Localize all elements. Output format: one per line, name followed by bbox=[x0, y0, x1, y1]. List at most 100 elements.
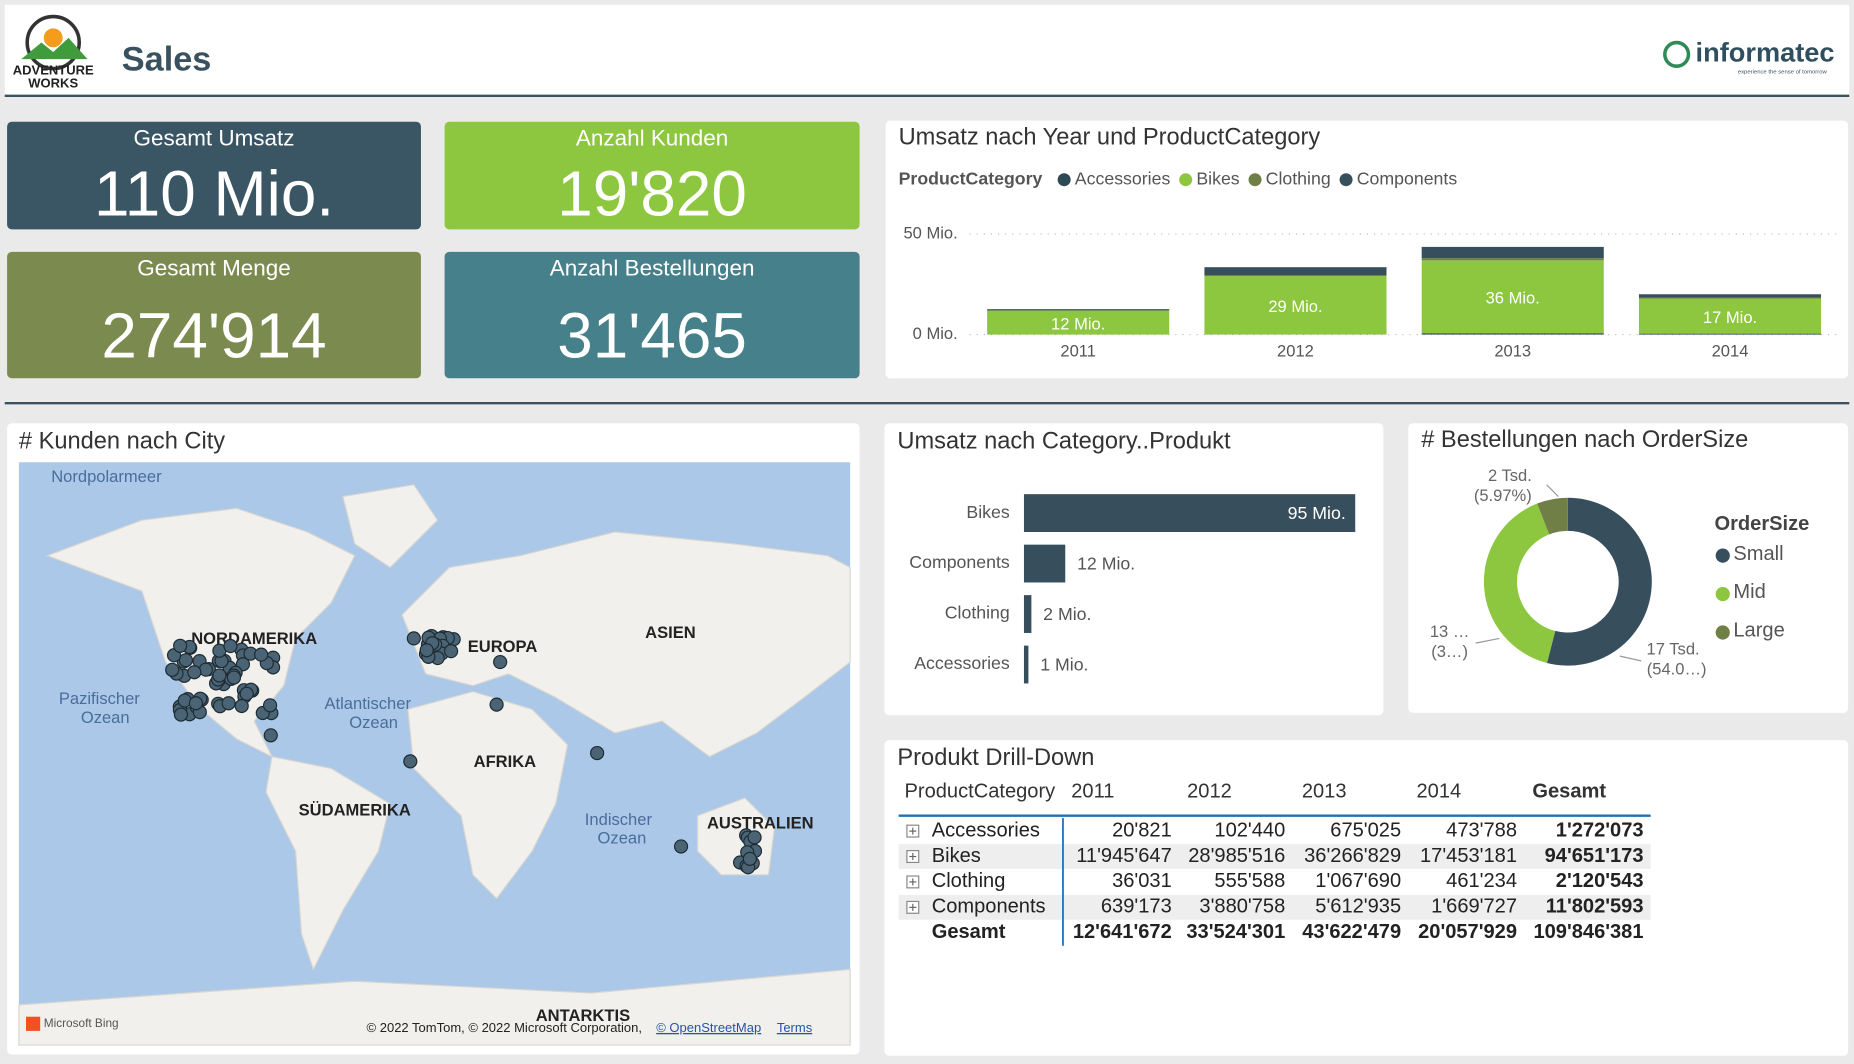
table-total: 43'622'479 bbox=[1302, 921, 1401, 943]
kpi-value: 274'914 bbox=[101, 299, 326, 371]
customer-dot bbox=[188, 696, 203, 711]
continent bbox=[342, 484, 439, 569]
legend-label: Large bbox=[1733, 620, 1784, 642]
map: Nordpolarmeer NORDAMERIKA EUROPA ASIEN Pazif… bbox=[18, 462, 851, 1046]
column-header: 2014 bbox=[1417, 780, 1462, 802]
table-cell: 3'880'758 bbox=[1199, 896, 1285, 918]
column-header: 2011 bbox=[1071, 780, 1114, 802]
kpi-card bbox=[7, 251, 421, 379]
bar-segment bbox=[987, 310, 1170, 335]
legend-title: OrderSize bbox=[1714, 513, 1809, 535]
map-title: # Kunden nach City bbox=[19, 428, 225, 454]
legend-marker bbox=[1715, 586, 1730, 602]
kpi-card bbox=[444, 121, 860, 230]
customer-dot bbox=[590, 745, 605, 761]
column-header: Gesamt bbox=[1532, 780, 1606, 802]
leader-line bbox=[1475, 637, 1500, 644]
customer-dot bbox=[221, 696, 236, 711]
map-label: AFRIKA bbox=[474, 752, 537, 771]
header bbox=[4, 4, 1850, 96]
bar-segment bbox=[1638, 297, 1822, 299]
donut-slice bbox=[1483, 503, 1556, 663]
customer-dot bbox=[165, 662, 180, 677]
y-tick-label: Clothing bbox=[945, 603, 1010, 623]
customer-dot bbox=[226, 670, 242, 685]
table-total: 20'057'929 bbox=[1418, 921, 1517, 943]
table-cell: 36'266'829 bbox=[1304, 845, 1401, 867]
kpi-label: Anzahl Bestellungen bbox=[550, 255, 755, 280]
customer-dot bbox=[234, 698, 249, 714]
legend-marker bbox=[1248, 173, 1262, 187]
data-label: 12 Mio. bbox=[1051, 314, 1105, 333]
table-cell: 94'651'173 bbox=[1545, 845, 1644, 867]
legend-label: Small bbox=[1733, 543, 1783, 565]
map-label: Pazifischer bbox=[59, 689, 140, 708]
logo-text: WORKS bbox=[28, 75, 78, 90]
bing-logo bbox=[26, 1016, 41, 1031]
customer-dot bbox=[742, 851, 757, 866]
table-cell: 1'272'073 bbox=[1556, 819, 1644, 841]
bar-segment bbox=[1421, 260, 1604, 334]
bar-segment bbox=[1204, 267, 1387, 275]
y-tick-label: Components bbox=[909, 552, 1010, 572]
continent bbox=[265, 755, 391, 971]
x-tick-label: 2014 bbox=[1712, 342, 1749, 361]
map-label: AUSTRALIEN bbox=[707, 813, 814, 832]
donut-slice bbox=[1537, 497, 1568, 535]
continent bbox=[407, 690, 569, 900]
leader-line bbox=[1546, 484, 1559, 497]
data-label: 2 Mio. bbox=[1043, 604, 1091, 624]
table-cell: 473'788 bbox=[1446, 819, 1517, 841]
column-header: 2013 bbox=[1302, 780, 1347, 802]
column-header: ProductCategory bbox=[905, 780, 1056, 802]
legend-label: Accessories bbox=[1075, 168, 1171, 188]
map-label: ANTARKTIS bbox=[536, 1006, 630, 1025]
table-cell: 102'440 bbox=[1214, 819, 1285, 841]
x-tick-label: 2012 bbox=[1277, 342, 1314, 361]
table-cell: 5'612'935 bbox=[1315, 896, 1401, 918]
table-cell: 11'945'647 bbox=[1076, 845, 1172, 867]
table-title: Produkt Drill-Down bbox=[897, 745, 1094, 771]
row-shade bbox=[898, 844, 1651, 869]
legend-label: Components bbox=[1357, 168, 1458, 188]
map-label: NORDAMERIKA bbox=[191, 629, 317, 648]
data-label: 95 Mio. bbox=[1288, 503, 1346, 523]
kpi-label: Anzahl Kunden bbox=[576, 125, 728, 150]
table-cell: 2'120'543 bbox=[1556, 870, 1644, 892]
customer-dot bbox=[187, 665, 202, 680]
customer-dot bbox=[419, 643, 434, 658]
logo-mountains bbox=[21, 37, 88, 60]
bar-segment bbox=[1421, 258, 1604, 261]
map-label: Ozean bbox=[598, 829, 647, 848]
customer-dot bbox=[223, 638, 238, 654]
donut-slice bbox=[1547, 497, 1652, 666]
data-label: 29 Mio. bbox=[1268, 297, 1322, 316]
data-label: 1 Mio. bbox=[1040, 654, 1088, 674]
logo-left: ADVENTURE WORKS bbox=[13, 14, 94, 90]
customer-dot bbox=[173, 707, 189, 722]
legend-label: Clothing bbox=[1266, 168, 1331, 188]
legend-label: Mid bbox=[1733, 581, 1765, 603]
data-label: (3…) bbox=[1431, 642, 1468, 661]
map-link: © OpenStreetMap bbox=[656, 1020, 761, 1035]
map-label: ASIEN bbox=[645, 623, 696, 642]
bar-segment bbox=[1204, 274, 1387, 277]
map-attribution: © 2022 TomTom, © 2022 Microsoft Corporat… bbox=[367, 1020, 642, 1035]
table-cell: Clothing bbox=[932, 870, 1006, 892]
table-cell: Accessories bbox=[932, 819, 1040, 841]
map-label: Nordpolarmeer bbox=[51, 467, 162, 486]
table-cell: 11'802'593 bbox=[1546, 896, 1644, 918]
table-cell: 461'234 bbox=[1446, 870, 1517, 892]
map-label: Indischer bbox=[585, 810, 653, 829]
legend-label: Bikes bbox=[1196, 168, 1239, 188]
y-tick-label: 50 Mio. bbox=[903, 223, 957, 242]
customer-dot bbox=[489, 697, 504, 712]
kpi-value: 31'465 bbox=[557, 299, 747, 371]
customer-dot bbox=[406, 631, 421, 646]
table-total: 33'524'301 bbox=[1186, 921, 1285, 943]
table-cell: 1'067'690 bbox=[1315, 870, 1401, 892]
panel bbox=[885, 120, 1849, 379]
map-label: Ozean bbox=[81, 708, 130, 727]
